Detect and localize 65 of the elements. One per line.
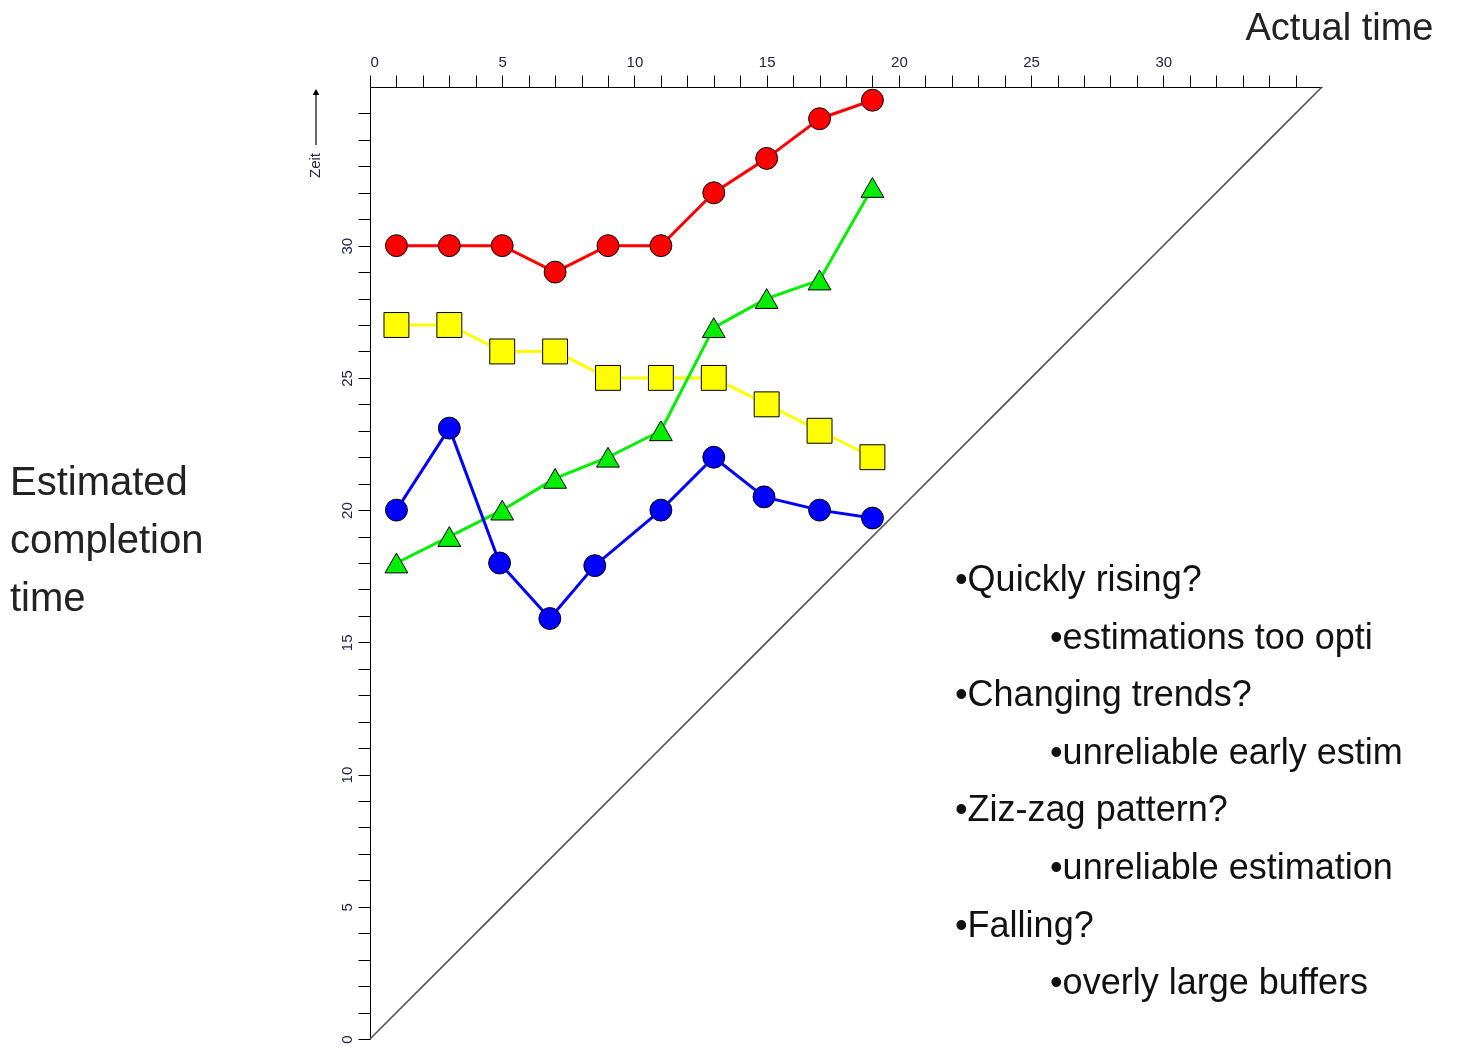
- x-tick-label: 10: [626, 52, 644, 70]
- x-tick-label: 20: [891, 52, 908, 70]
- point: [542, 338, 569, 365]
- point: [860, 88, 884, 112]
- y-axis-title: Zeit: [305, 152, 323, 179]
- y-tick-label: 0: [337, 1035, 355, 1044]
- point: [808, 498, 832, 522]
- x-tick-label: 0: [370, 52, 379, 70]
- annotation: •estimations too opti: [1050, 615, 1373, 657]
- point: [752, 485, 776, 509]
- y-tick-label: 30: [337, 237, 355, 255]
- y-tick-label: 5: [337, 903, 355, 912]
- point: [649, 234, 673, 258]
- point: [538, 607, 562, 630]
- annotation: •Quickly rising?: [955, 558, 1202, 599]
- x-tick-label: 30: [1155, 52, 1173, 70]
- point: [806, 417, 833, 444]
- point: [647, 364, 674, 391]
- y-tick-label: 10: [337, 766, 355, 784]
- point: [596, 446, 620, 468]
- point: [701, 317, 726, 339]
- point: [383, 312, 410, 338]
- point: [384, 234, 408, 258]
- annotation: •Falling?: [955, 903, 1094, 945]
- point: [596, 234, 620, 258]
- point: [437, 416, 461, 440]
- point: [753, 391, 780, 418]
- annotation: •unreliable early estim: [1050, 730, 1403, 772]
- y-tick-label: 25: [337, 370, 355, 387]
- x-axis-title: Actual time: [1245, 5, 1434, 48]
- annotation: •Changing trends?: [955, 673, 1252, 715]
- point: [860, 506, 884, 530]
- point: [437, 234, 461, 258]
- point: [860, 177, 885, 198]
- point: [754, 288, 779, 309]
- x-tick-label: 25: [1023, 52, 1040, 70]
- point: [489, 338, 516, 365]
- point: [384, 552, 409, 574]
- point: [808, 107, 832, 131]
- text: Estimated completion time: [10, 459, 204, 619]
- point: [859, 444, 886, 471]
- point: [702, 181, 726, 205]
- point: [702, 445, 726, 469]
- x-tick-label: 15: [758, 52, 776, 70]
- point: [490, 499, 515, 521]
- point: [488, 551, 512, 575]
- point: [543, 260, 567, 284]
- point: [648, 420, 673, 442]
- point: [583, 554, 607, 578]
- point: [807, 269, 832, 291]
- point: [755, 146, 779, 170]
- annotation: •overly large buffers: [1050, 961, 1369, 1003]
- annotation: •unreliable estimation: [1050, 846, 1393, 887]
- y-tick-label: 15: [337, 634, 355, 652]
- point: [649, 498, 673, 522]
- point: [543, 468, 568, 489]
- point: [700, 364, 727, 391]
- y-tick-label: 20: [337, 502, 355, 519]
- point: [595, 364, 621, 391]
- annotation: •Ziz-zag pattern?: [955, 788, 1228, 830]
- point: [384, 498, 408, 522]
- x-tick-label: 5: [498, 52, 507, 70]
- point: [436, 312, 463, 338]
- point: [490, 234, 514, 258]
- point: [437, 526, 462, 547]
